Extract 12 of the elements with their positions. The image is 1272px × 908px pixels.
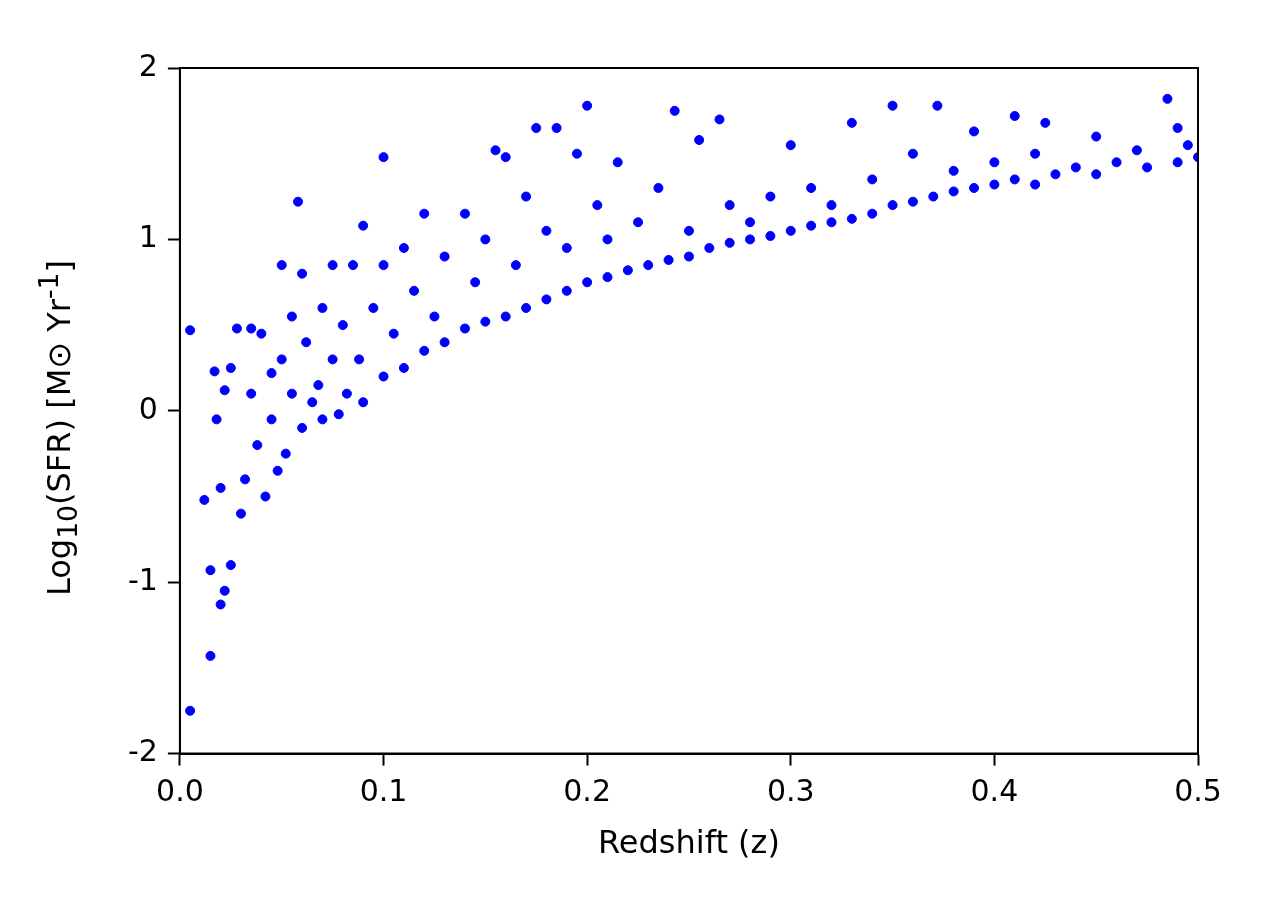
x-tick-label: 0.5	[1174, 773, 1222, 809]
x-tick-label: 0.3	[766, 773, 815, 809]
y-tick-label: 2	[138, 47, 158, 83]
x-tick-label: 0.4	[970, 773, 1019, 809]
x-tick-label: 0.2	[563, 773, 612, 809]
x-tick-label: 0.1	[359, 773, 408, 809]
y-tick-label: 1	[138, 219, 158, 255]
y-tick-label: -2	[127, 733, 158, 769]
y-tick-label: 0	[138, 390, 158, 426]
y-tick-label: -1	[127, 562, 158, 597]
x-tick-label: 0.0	[156, 773, 204, 809]
x-axis-title: Redshift (z)	[598, 823, 780, 862]
